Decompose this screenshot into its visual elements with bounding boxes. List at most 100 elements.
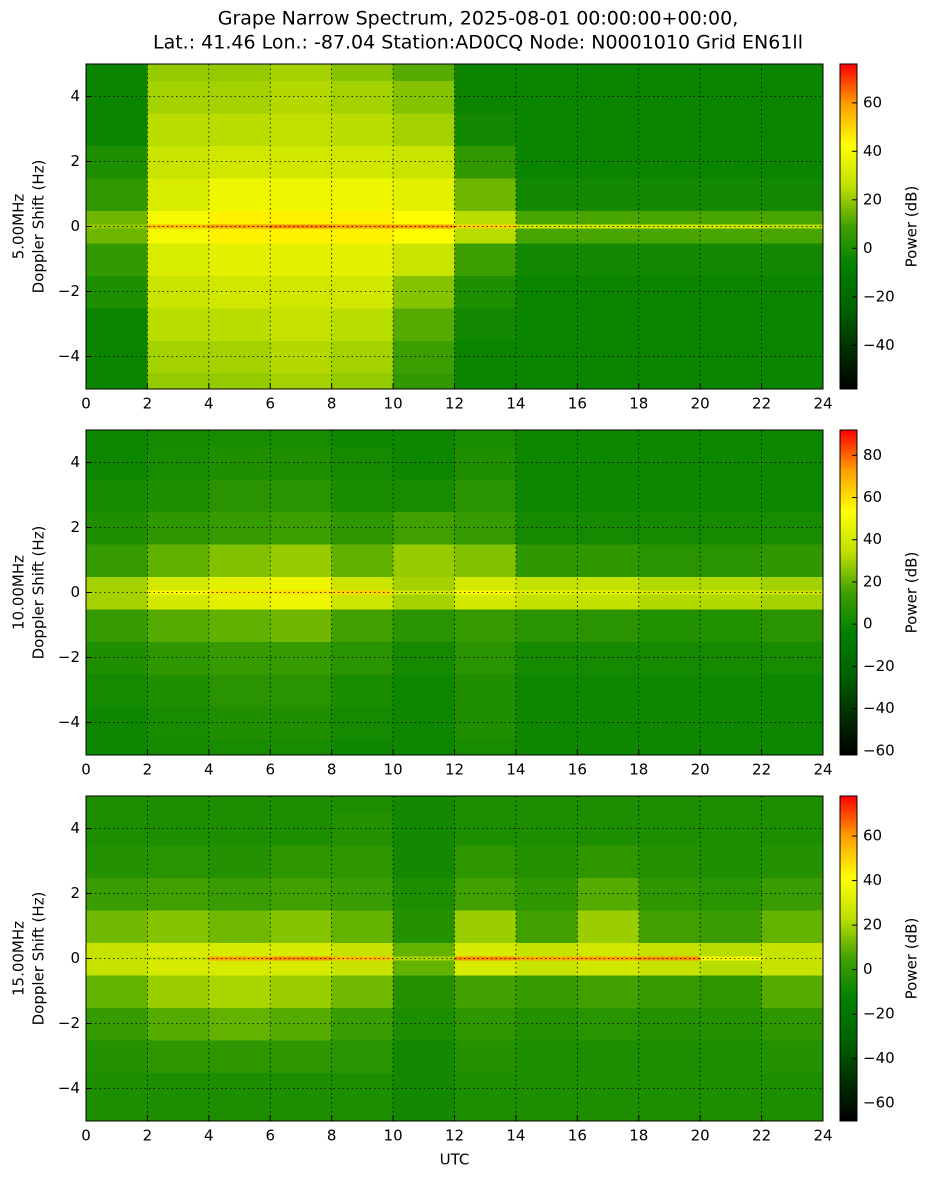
heatmap-cell xyxy=(331,307,394,341)
colorbar-tick-label: 60 xyxy=(863,827,882,845)
heatmap-cell xyxy=(270,112,333,146)
colorbar-tick-label: 0 xyxy=(863,239,873,257)
heatmap-cell xyxy=(577,974,640,1008)
heatmap-cell xyxy=(147,64,210,81)
heatmap-cell xyxy=(270,673,333,707)
heatmap-cell xyxy=(700,112,763,146)
heatmap-cell xyxy=(331,177,394,211)
heatmap-cell xyxy=(393,1039,455,1073)
heatmap-cell xyxy=(700,242,763,276)
heatmap-cell xyxy=(147,812,210,846)
heatmap-cell xyxy=(331,974,394,1008)
x-tick-label: 4 xyxy=(204,395,214,413)
heatmap-cell xyxy=(761,64,823,81)
colorbar-tick-label: 20 xyxy=(863,572,882,590)
heatmap-cell xyxy=(208,1104,271,1121)
carrier-trace xyxy=(454,956,517,961)
heatmap-cell xyxy=(147,145,210,179)
heatmap-cell xyxy=(515,1039,578,1073)
x-tick-label: 24 xyxy=(813,395,832,413)
heatmap-cell xyxy=(638,1104,701,1121)
heatmap-cell xyxy=(208,673,271,707)
heatmap-cell xyxy=(761,275,823,309)
heatmap-cell xyxy=(454,372,517,389)
heatmap-cell xyxy=(147,1007,210,1041)
x-tick-label: 22 xyxy=(752,761,771,779)
colorbar-tick-label: 40 xyxy=(863,871,882,889)
heatmap-cell xyxy=(700,812,763,846)
colorbar-tick-label: 60 xyxy=(863,488,882,506)
heatmap-cell xyxy=(638,177,701,211)
heatmap-cell xyxy=(147,877,210,911)
colorbar-tick-label: 40 xyxy=(863,530,882,548)
heatmap-cell xyxy=(147,608,210,642)
carrier-trace xyxy=(454,224,517,229)
heatmap-cell xyxy=(761,1072,823,1106)
heatmap-cell xyxy=(761,80,823,114)
carrier-trace xyxy=(331,224,394,229)
heatmap-cell xyxy=(454,706,517,740)
colorbar-tick-label: −60 xyxy=(863,1094,895,1112)
heatmap-cell xyxy=(331,796,394,813)
heatmap-cell xyxy=(454,1039,517,1073)
heatmap-cell xyxy=(638,242,701,276)
colorbar-tick-label: 20 xyxy=(863,916,882,934)
heatmap-cell xyxy=(700,478,763,512)
heatmap-cell xyxy=(515,543,578,577)
heatmap-cell xyxy=(515,844,578,878)
colorbar-tick-label: −20 xyxy=(863,287,895,305)
heatmap-cell xyxy=(638,478,701,512)
heatmap-cell xyxy=(208,844,271,878)
colorbar-tick-label: 40 xyxy=(863,142,882,160)
heatmap-cell xyxy=(638,1039,701,1073)
x-tick-label: 8 xyxy=(327,1127,337,1145)
heatmap-cell xyxy=(147,242,210,276)
heatmap-cell xyxy=(393,307,455,341)
x-tick-label: 6 xyxy=(265,1127,275,1145)
x-tick-label: 16 xyxy=(568,1127,587,1145)
heatmap-cell xyxy=(331,543,394,577)
heatmap-cell xyxy=(515,64,578,81)
x-tick-label: 16 xyxy=(568,761,587,779)
y-tick-label: −4 xyxy=(58,713,80,731)
heatmap-cell xyxy=(761,812,823,846)
heatmap-cell xyxy=(638,812,701,846)
heatmap-cell xyxy=(638,738,701,755)
heatmap-cell xyxy=(700,796,763,813)
heatmap-cell xyxy=(761,177,823,211)
x-tick-label: 2 xyxy=(143,395,153,413)
heatmap-cell xyxy=(208,64,271,81)
heatmap-cell xyxy=(147,275,210,309)
colorbar-tick-label: 60 xyxy=(863,93,882,111)
carrier-trace xyxy=(331,590,394,595)
heatmap-cell xyxy=(700,511,763,545)
heatmap-cell xyxy=(208,974,271,1008)
x-tick-label: 10 xyxy=(384,761,403,779)
heatmap-cell xyxy=(700,372,763,389)
carrier-trace xyxy=(270,590,333,595)
heatmap-cell xyxy=(638,446,701,480)
colorbar-tick-label: 80 xyxy=(863,446,882,464)
heatmap-cell xyxy=(86,673,148,707)
x-tick-label: 6 xyxy=(265,761,275,779)
heatmap-cell xyxy=(270,844,333,878)
x-tick-label: 20 xyxy=(691,761,710,779)
heatmap-cell xyxy=(331,430,394,447)
heatmap-cell xyxy=(270,796,333,813)
heatmap-cell xyxy=(638,974,701,1008)
heatmap-cell xyxy=(577,177,640,211)
heatmap-cell xyxy=(638,112,701,146)
heatmap-cell xyxy=(700,641,763,675)
colorbar xyxy=(839,429,858,756)
heatmap-cell xyxy=(515,1104,578,1121)
heatmap-cell xyxy=(393,242,455,276)
heatmap-cell xyxy=(638,641,701,675)
heatmap-cell xyxy=(577,844,640,878)
x-tick-label: 24 xyxy=(813,761,832,779)
heatmap-cell xyxy=(147,446,210,480)
heatmap-cell xyxy=(454,340,517,374)
heatmap-cell xyxy=(761,1039,823,1073)
y-axis-label: 10.00MHz xyxy=(10,555,28,630)
x-axis-label: UTC xyxy=(440,1151,470,1169)
y-tick-label: 2 xyxy=(70,152,80,170)
